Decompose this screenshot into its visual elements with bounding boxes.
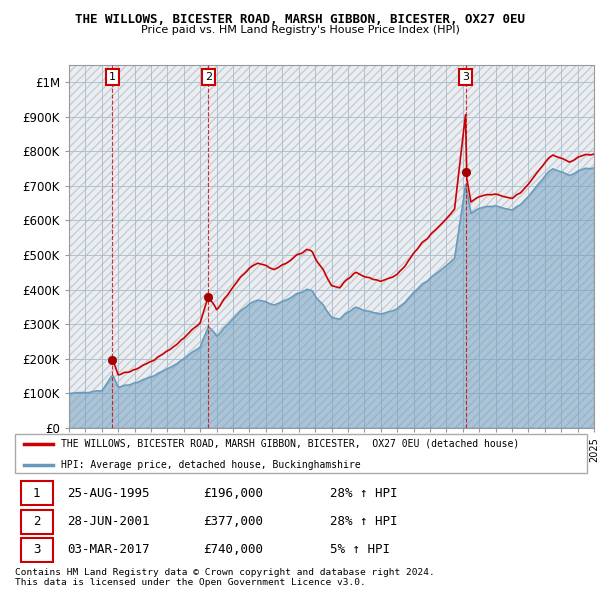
FancyBboxPatch shape [15, 434, 587, 473]
Text: £740,000: £740,000 [203, 543, 263, 556]
Text: £196,000: £196,000 [203, 487, 263, 500]
Text: This data is licensed under the Open Government Licence v3.0.: This data is licensed under the Open Gov… [15, 578, 366, 587]
Text: £377,000: £377,000 [203, 515, 263, 528]
Text: HPI: Average price, detached house, Buckinghamshire: HPI: Average price, detached house, Buck… [61, 460, 361, 470]
Text: 1: 1 [109, 72, 116, 82]
Text: 25-AUG-1995: 25-AUG-1995 [67, 487, 149, 500]
Text: 1: 1 [33, 487, 40, 500]
Text: 28-JUN-2001: 28-JUN-2001 [67, 515, 149, 528]
Text: 5% ↑ HPI: 5% ↑ HPI [331, 543, 391, 556]
Bar [69, 65, 594, 428]
Text: THE WILLOWS, BICESTER ROAD, MARSH GIBBON, BICESTER,  OX27 0EU (detached house): THE WILLOWS, BICESTER ROAD, MARSH GIBBON… [61, 438, 520, 448]
Text: 28% ↑ HPI: 28% ↑ HPI [331, 515, 398, 528]
Text: 2: 2 [205, 72, 212, 82]
Text: 2: 2 [33, 515, 40, 528]
Text: 03-MAR-2017: 03-MAR-2017 [67, 543, 149, 556]
Text: Contains HM Land Registry data © Crown copyright and database right 2024.: Contains HM Land Registry data © Crown c… [15, 568, 435, 576]
Text: 28% ↑ HPI: 28% ↑ HPI [331, 487, 398, 500]
Text: Price paid vs. HM Land Registry's House Price Index (HPI): Price paid vs. HM Land Registry's House … [140, 25, 460, 35]
FancyBboxPatch shape [20, 481, 53, 505]
Text: THE WILLOWS, BICESTER ROAD, MARSH GIBBON, BICESTER, OX27 0EU: THE WILLOWS, BICESTER ROAD, MARSH GIBBON… [75, 13, 525, 26]
FancyBboxPatch shape [20, 538, 53, 562]
Text: 3: 3 [33, 543, 40, 556]
Text: 3: 3 [462, 72, 469, 82]
FancyBboxPatch shape [20, 510, 53, 533]
